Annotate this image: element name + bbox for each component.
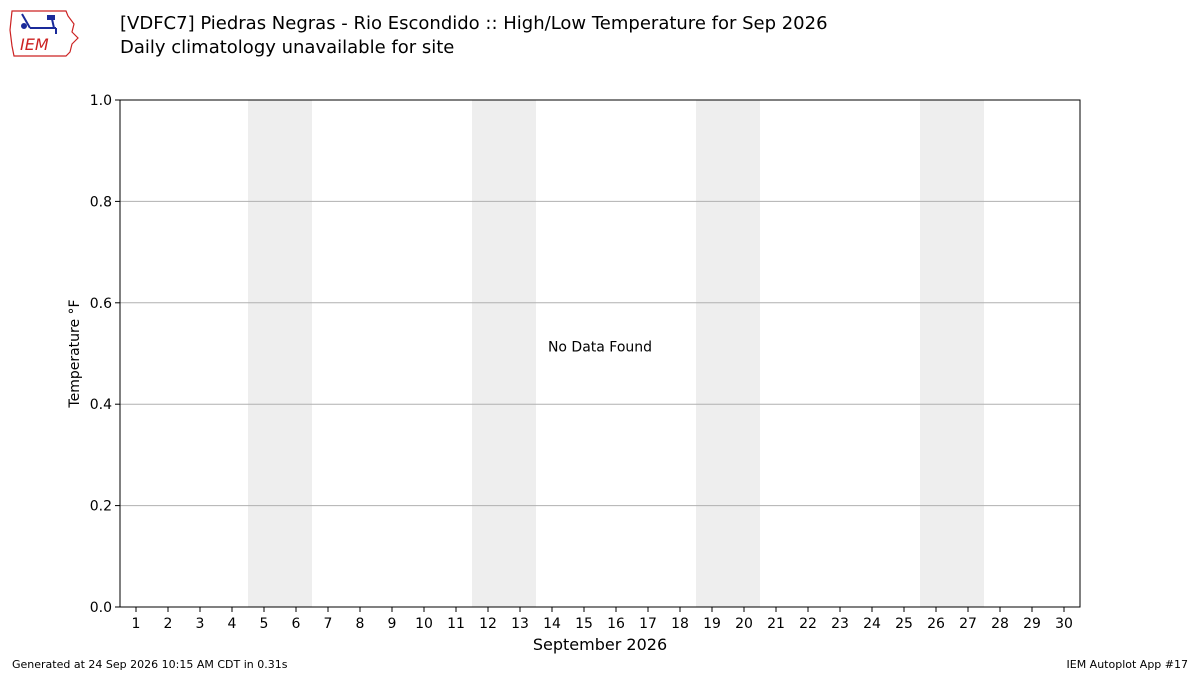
x-tick-label: 22 xyxy=(799,616,817,632)
x-axis: 1 2 3 4 5 6 7 8 9 10 11 12 13 14 15 16 17 18 19 20 21 22 23 24 2… xyxy=(132,607,1073,632)
x-tick-label: 27 xyxy=(959,616,977,632)
y-tick-label: 0.8 xyxy=(90,194,112,210)
x-tick-label: 5 xyxy=(260,616,269,632)
x-tick-label: 23 xyxy=(831,616,849,632)
generated-timestamp: Generated at 24 Sep 2026 10:15 AM CDT in… xyxy=(12,658,288,671)
x-tick-label: 12 xyxy=(479,616,497,632)
x-tick-label: 24 xyxy=(863,616,881,632)
iem-logo: IEM xyxy=(9,10,79,57)
weekend-band xyxy=(952,100,984,607)
x-tick-label: 15 xyxy=(575,616,593,632)
x-tick-label: 19 xyxy=(703,616,721,632)
x-tick-label: 21 xyxy=(767,616,785,632)
weekend-band xyxy=(728,100,760,607)
plot-frame xyxy=(119,99,1081,608)
state-outline-shape xyxy=(9,10,79,57)
autoplot-app-label: IEM Autoplot App #17 xyxy=(1066,658,1189,671)
x-tick-label: 18 xyxy=(671,616,689,632)
no-data-annotation: No Data Found xyxy=(548,340,652,356)
x-tick-label: 26 xyxy=(927,616,945,632)
x-tick-label: 7 xyxy=(324,616,333,632)
weekend-band xyxy=(504,100,536,607)
weekend-band xyxy=(472,100,504,607)
x-tick-label: 14 xyxy=(543,616,561,632)
x-tick-label: 28 xyxy=(991,616,1009,632)
y-axis: 0.0 0.2 0.4 0.6 0.8 1.0 xyxy=(90,93,120,616)
x-tick-label: 10 xyxy=(415,616,433,632)
chart-title: [VDFC7] Piedras Negras - Rio Escondido :… xyxy=(120,13,828,34)
weekend-band xyxy=(696,100,728,607)
x-tick-label: 16 xyxy=(607,616,625,632)
weather-station-icon xyxy=(21,13,57,34)
x-tick-label: 30 xyxy=(1055,616,1073,632)
x-axis-label: September 2026 xyxy=(533,635,667,654)
x-tick-label: 11 xyxy=(447,616,465,632)
weekend-band xyxy=(920,100,952,607)
x-tick-label: 6 xyxy=(292,616,301,632)
x-tick-label: 2 xyxy=(164,616,173,632)
x-tick-label: 4 xyxy=(228,616,237,632)
weekend-band xyxy=(280,100,312,607)
x-tick-label: 20 xyxy=(735,616,753,632)
x-tick-label: 17 xyxy=(639,616,657,632)
x-tick-label: 13 xyxy=(511,616,529,632)
x-tick-label: 8 xyxy=(356,616,365,632)
x-tick-label: 1 xyxy=(132,616,141,632)
weekend-band xyxy=(248,100,280,607)
x-tick-label: 25 xyxy=(895,616,913,632)
y-axis-label: Temperature °F xyxy=(67,299,83,408)
x-tick-label: 29 xyxy=(1023,616,1041,632)
logo-text: IEM xyxy=(20,35,49,54)
weekend-bands xyxy=(248,100,984,607)
y-tick-label: 0.0 xyxy=(90,600,112,616)
chart-subtitle: Daily climatology unavailable for site xyxy=(120,37,455,58)
x-tick-label: 3 xyxy=(196,616,205,632)
y-tick-label: 0.2 xyxy=(90,499,112,515)
y-tick-label: 0.4 xyxy=(90,397,112,413)
x-tick-label: 9 xyxy=(388,616,397,632)
y-tick-label: 0.6 xyxy=(90,296,112,312)
y-tick-label: 1.0 xyxy=(90,93,112,109)
